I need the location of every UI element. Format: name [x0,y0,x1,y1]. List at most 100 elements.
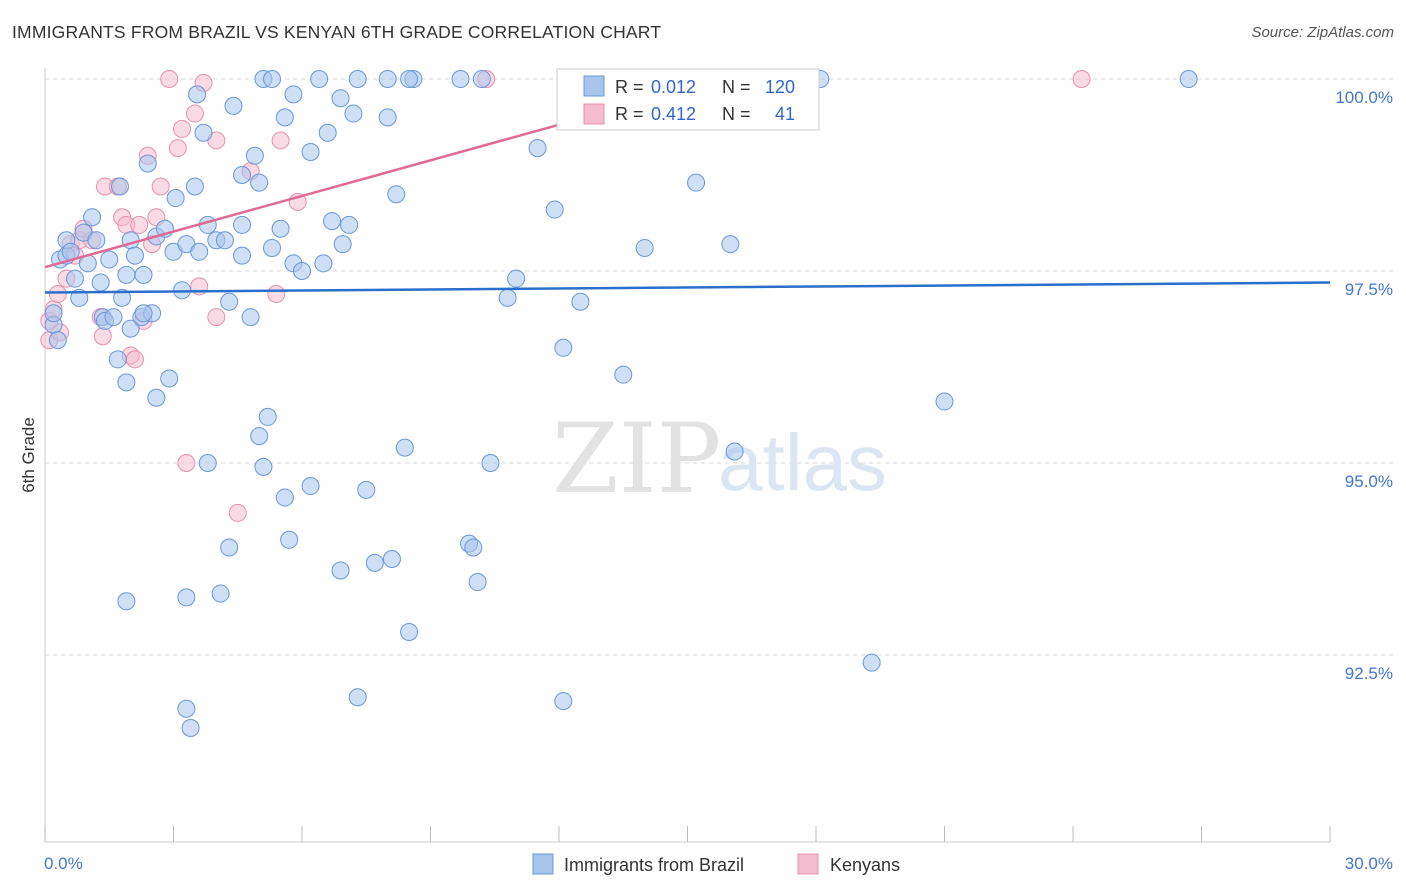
x-tick-label-max: 30.0% [1345,854,1393,873]
source-credit: Source: ZipAtlas.com [1251,24,1394,41]
brazil-point [70,288,89,307]
brazil-point [194,123,213,142]
brazil-point [65,269,84,288]
stats-legend-swatch-brazil [583,75,605,97]
brazil-point [190,242,209,261]
brazil-point [220,292,239,311]
brazil-point [687,173,706,192]
brazil-point [181,718,200,737]
stats-legend-swatch-kenya [583,103,605,125]
brazil-point [215,231,234,250]
brazil-point [387,185,406,204]
brazil-point [310,70,329,88]
brazil-point [224,96,243,115]
brazil-point [233,166,252,184]
legend-swatch-kenya [797,853,819,875]
brazil-point [134,304,153,323]
y-tick-label: 92.5% [1345,664,1393,683]
stats-r-value-kenya: 0.412 [651,104,696,124]
x-tick-label-min: 0.0% [44,854,83,873]
brazil-point [280,530,299,549]
kenya-point [267,285,286,304]
brazil-point [113,288,132,307]
brazil-point [333,235,352,254]
kenya-point [48,285,67,304]
brazil-point [160,369,179,388]
kenya-point [93,327,112,346]
chart-title: IMMIGRANTS FROM BRAZIL VS KENYAN 6TH GRA… [12,22,662,42]
brazil-point [721,235,740,254]
kenya-point [177,454,196,472]
brazil-point [301,142,320,161]
brazil-point [250,173,269,192]
brazil-trend-line [44,281,1331,294]
brazil-point [275,488,294,507]
legend-label-brazil: Immigrants from Brazil [564,855,744,875]
brazil-point [271,219,290,238]
stats-n-value-kenya: 41 [775,104,795,124]
brazil-point [134,265,153,284]
x-ticks [44,826,1331,842]
brazil-point [382,550,401,568]
brazil-point [498,288,517,307]
brazil-point [935,392,954,411]
brazil-point [258,407,277,426]
brazil-point [293,262,311,280]
brazil-point [554,338,573,357]
y-tick-label: 95.0% [1345,472,1393,491]
brazil-point [275,108,294,127]
brazil-point [284,85,303,104]
stats-legend: R = 0.012 N = 120 R = 0.412 N = 41 [556,68,820,131]
brazil-point [344,104,363,123]
brazil-point [241,308,260,327]
brazil-point [468,573,487,592]
brazil-point [464,538,483,557]
brazil-point [177,699,196,718]
brazil-point [263,238,282,257]
y-tick-label: 100.0% [1335,88,1393,107]
stats-r-value-brazil: 0.012 [651,77,696,97]
brazil-point [481,454,500,472]
brazil-point [322,212,341,231]
brazil-point [117,265,136,284]
stats-n-value-brazil: 120 [765,77,795,97]
watermark-atlas: atlas [718,418,887,507]
kenya-point [1072,70,1091,88]
brazil-point [100,250,119,269]
brazil-point [400,622,419,641]
brazil-point [254,457,273,476]
brazil-point [44,304,63,323]
brazil-point [83,208,102,227]
brazil-point [125,246,144,265]
kenya-point [185,104,204,123]
brazil-point [451,70,470,88]
brazil-point [138,154,157,173]
brazil-point [571,292,590,311]
stats-r-label-brazil: R = [615,77,644,97]
brazil-point [245,146,264,165]
brazil-point [314,254,333,273]
kenya-point [271,131,290,150]
kenya-point [173,119,192,138]
kenya-point [125,350,144,369]
brazil-point [147,388,166,407]
brazil-point [1179,70,1198,88]
brazil-point [166,189,185,208]
brazil-point [233,246,252,265]
brazil-point [220,538,239,557]
legend-swatch-brazil [532,853,554,875]
brazil-point [318,123,337,142]
bottom-legend: Immigrants from Brazil Kenyans [532,853,900,875]
brazil-point [121,319,140,338]
brazil-point [507,269,526,288]
brazil-point [104,308,123,327]
brazil-point [177,588,196,607]
y-tick-label: 97.5% [1345,280,1393,299]
kenya-point [160,70,179,88]
brazil-point [614,365,633,384]
brazil-point [108,350,127,369]
brazil-point [185,177,204,196]
brazil-point [472,70,491,88]
brazil-point [378,70,397,88]
